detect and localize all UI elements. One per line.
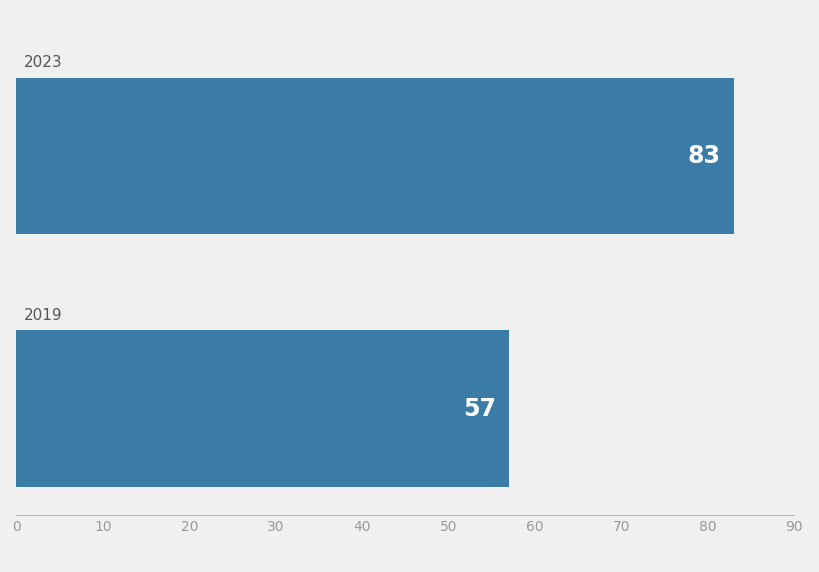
Text: 83: 83 [688,144,721,168]
Text: 2019: 2019 [25,308,63,323]
Text: 57: 57 [464,397,496,420]
Text: 2023: 2023 [25,55,63,70]
Bar [16,78,734,235]
Bar [16,331,509,487]
